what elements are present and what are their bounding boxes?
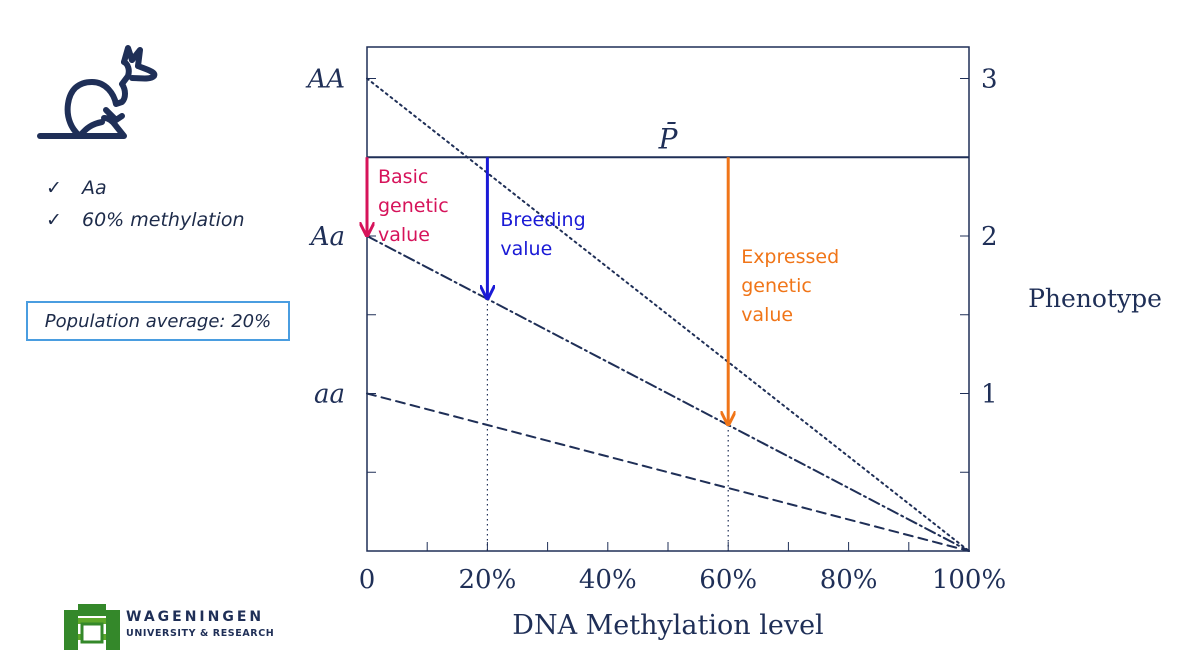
arrow-label: genetic (741, 275, 812, 297)
arrow-label: value (378, 224, 430, 246)
logo-subtitle: UNIVERSITY & RESEARCH (126, 628, 275, 639)
x-tick-label: 100% (932, 565, 1006, 595)
y-tick-label-right: 3 (981, 65, 998, 95)
arrow-label: value (741, 304, 793, 326)
arrow-label: genetic (378, 195, 449, 217)
population-average-box: Population average: 20% (26, 301, 290, 341)
check-label-genotype: Aa (82, 177, 107, 199)
x-tick-label: 80% (820, 565, 878, 595)
left-panel: ✓ Aa ✓ 60% methylation Population average:… (0, 0, 300, 670)
checklist: ✓ Aa ✓ 60% methylation (46, 172, 245, 236)
arrow-label: value (500, 238, 552, 260)
y-axis-title-right: Phenotype (1028, 284, 1162, 313)
y-tick-label-right: 2 (981, 222, 998, 252)
arrow-label: Expressed (741, 246, 839, 268)
series-line-dashed (366, 392, 970, 552)
x-tick-label: 20% (459, 565, 517, 595)
x-tick-label: 0 (359, 565, 376, 595)
check-label-methylation: 60% methylation (82, 209, 245, 231)
wageningen-logo: WAGENINGEN UNIVERSITY & RESEARCH (64, 604, 304, 650)
genotype-label: AA (305, 65, 345, 95)
x-axis-title: DNA Methylation level (512, 610, 823, 641)
wageningen-logo-icon (64, 604, 120, 650)
checklist-item: ✓ Aa (46, 172, 245, 204)
x-tick-label: 60% (699, 565, 757, 595)
check-icon: ✓ (46, 177, 62, 199)
y-tick-label-right: 1 (981, 380, 998, 410)
arrow-label: Breeding (500, 209, 585, 231)
logo-title: WAGENINGEN (126, 609, 265, 625)
mean-line-label: P̄ (658, 121, 679, 155)
checklist-item: ✓ 60% methylation (46, 204, 245, 236)
x-tick-label: 40% (579, 565, 637, 595)
genotype-label: Aa (309, 222, 345, 252)
series-line-dash-dot (366, 235, 970, 552)
genotype-label: aa (314, 380, 345, 410)
kangaroo-icon (37, 45, 158, 139)
arrow-label: Basic (378, 166, 428, 188)
check-icon: ✓ (46, 209, 62, 231)
